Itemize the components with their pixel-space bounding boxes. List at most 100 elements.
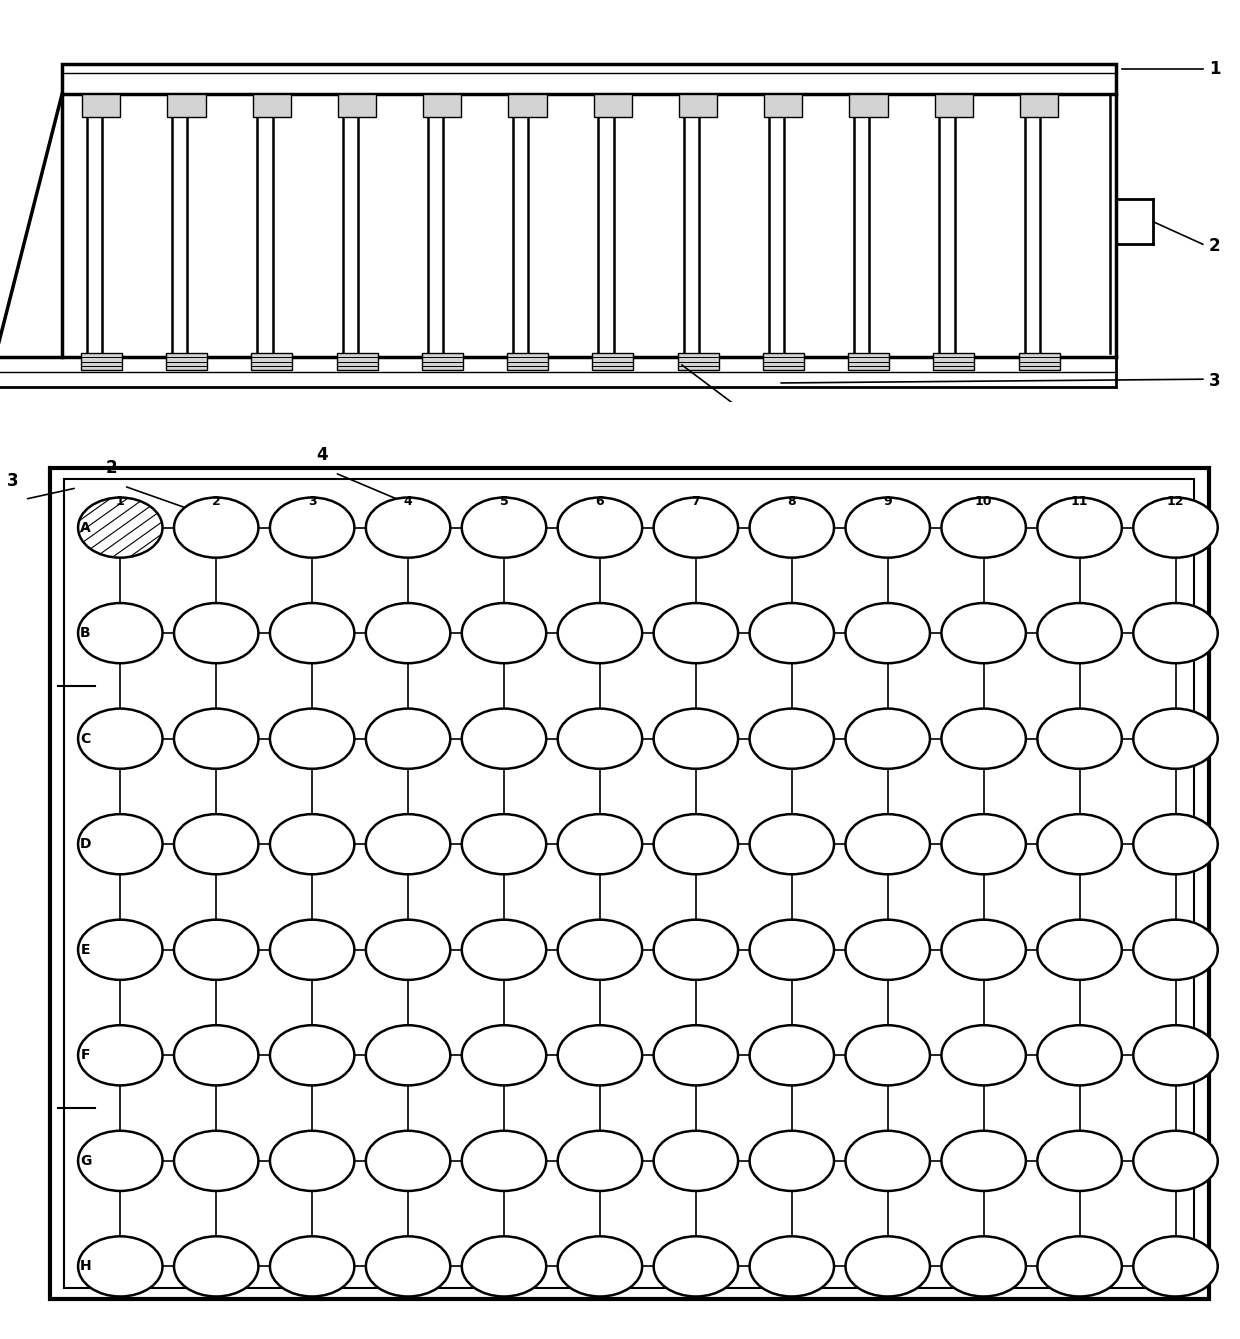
Circle shape [270, 708, 355, 769]
Circle shape [846, 1236, 930, 1296]
Circle shape [653, 498, 738, 557]
Circle shape [270, 1236, 355, 1296]
Circle shape [270, 1026, 355, 1086]
Circle shape [461, 1026, 546, 1086]
Circle shape [1133, 920, 1218, 980]
Circle shape [558, 498, 642, 557]
Text: 1: 1 [1209, 60, 1220, 78]
Text: A: A [81, 521, 91, 534]
Text: 4: 4 [316, 446, 329, 463]
Bar [677, 353, 718, 370]
Circle shape [461, 498, 546, 557]
Circle shape [270, 1130, 355, 1190]
Text: 12: 12 [1167, 495, 1184, 507]
Circle shape [558, 708, 642, 769]
Circle shape [558, 1130, 642, 1190]
Text: 9: 9 [883, 495, 892, 507]
Circle shape [78, 1026, 162, 1086]
Circle shape [941, 814, 1025, 874]
Circle shape [941, 603, 1025, 663]
Bar [507, 353, 548, 370]
Circle shape [558, 920, 642, 980]
Text: 10: 10 [975, 495, 992, 507]
Circle shape [78, 814, 162, 874]
Circle shape [174, 920, 258, 980]
Circle shape [366, 1026, 450, 1086]
Circle shape [174, 1026, 258, 1086]
Text: 2: 2 [212, 495, 221, 507]
Circle shape [846, 814, 930, 874]
Text: 3: 3 [308, 495, 316, 507]
Text: F: F [81, 1048, 91, 1062]
Circle shape [1133, 1236, 1218, 1296]
Text: D: D [79, 837, 92, 852]
Bar [763, 353, 804, 370]
Circle shape [653, 814, 738, 874]
Bar [0, 356, 1116, 387]
Circle shape [1038, 603, 1122, 663]
Text: 7: 7 [692, 495, 701, 507]
Circle shape [1133, 708, 1218, 769]
Circle shape [366, 708, 450, 769]
Circle shape [366, 1130, 450, 1190]
Circle shape [78, 708, 162, 769]
Circle shape [461, 708, 546, 769]
Circle shape [846, 603, 930, 663]
Bar [764, 94, 802, 116]
Text: 4: 4 [967, 580, 978, 599]
Circle shape [1038, 1026, 1122, 1086]
Circle shape [941, 1026, 1025, 1086]
Circle shape [78, 1130, 162, 1190]
Circle shape [750, 1236, 835, 1296]
Circle shape [366, 1236, 450, 1296]
Circle shape [558, 1236, 642, 1296]
Circle shape [653, 708, 738, 769]
Circle shape [1038, 920, 1122, 980]
Bar [422, 353, 463, 370]
Circle shape [941, 708, 1025, 769]
Circle shape [750, 603, 835, 663]
Text: 11: 11 [1071, 495, 1089, 507]
Bar [253, 94, 291, 116]
Text: 6: 6 [595, 495, 604, 507]
Circle shape [366, 920, 450, 980]
Text: 2: 2 [1209, 237, 1220, 256]
Circle shape [174, 1130, 258, 1190]
Circle shape [1038, 814, 1122, 874]
Circle shape [1038, 498, 1122, 557]
Circle shape [1038, 1130, 1122, 1190]
Text: C: C [81, 731, 91, 746]
Circle shape [846, 708, 930, 769]
Circle shape [78, 920, 162, 980]
Text: E: E [81, 943, 91, 957]
Circle shape [941, 498, 1025, 557]
Circle shape [270, 920, 355, 980]
Text: 3: 3 [1209, 372, 1220, 390]
Text: 2: 2 [105, 459, 118, 477]
Circle shape [750, 1026, 835, 1086]
Circle shape [461, 920, 546, 980]
Circle shape [750, 1130, 835, 1190]
Circle shape [270, 814, 355, 874]
Text: 8: 8 [787, 495, 796, 507]
Circle shape [846, 498, 930, 557]
Bar [848, 353, 889, 370]
Circle shape [78, 603, 162, 663]
Circle shape [558, 1026, 642, 1086]
Circle shape [653, 920, 738, 980]
Bar [935, 94, 973, 116]
Circle shape [1133, 1026, 1218, 1086]
Circle shape [558, 814, 642, 874]
Circle shape [846, 920, 930, 980]
Circle shape [366, 603, 450, 663]
Circle shape [653, 1130, 738, 1190]
Circle shape [1038, 1236, 1122, 1296]
Circle shape [846, 1026, 930, 1086]
Text: G: G [79, 1154, 92, 1168]
Text: B: B [81, 627, 91, 640]
Circle shape [941, 1130, 1025, 1190]
Bar [594, 94, 632, 116]
Circle shape [270, 603, 355, 663]
Bar [62, 64, 1116, 94]
Circle shape [1038, 708, 1122, 769]
